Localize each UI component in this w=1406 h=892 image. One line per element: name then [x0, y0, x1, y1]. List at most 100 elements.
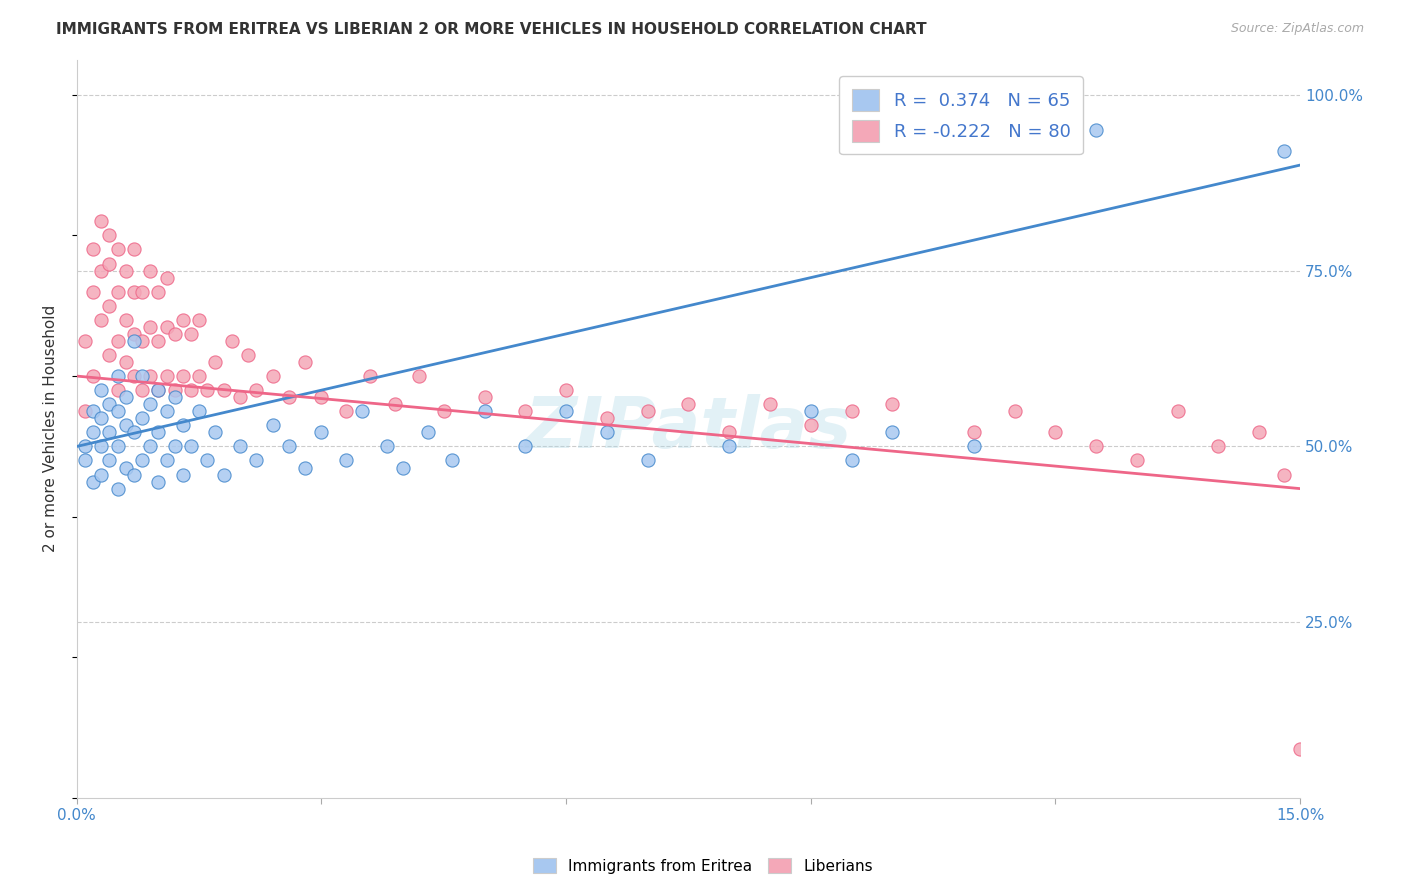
Point [148, 475, 170, 489]
Point [163, 439, 186, 453]
Point [163, 326, 186, 341]
Point [131, 334, 153, 348]
Point [311, 390, 333, 404]
Point [98, 348, 121, 362]
Point [440, 453, 463, 467]
Point [392, 460, 415, 475]
Point [131, 285, 153, 299]
Point [155, 404, 177, 418]
Point [139, 263, 162, 277]
Point [90, 313, 112, 327]
Point [963, 439, 986, 453]
Text: ZIPatlas: ZIPatlas [524, 394, 852, 463]
Point [114, 263, 136, 277]
Point [82, 425, 104, 440]
Point [180, 383, 202, 397]
Point [73, 453, 96, 467]
Point [148, 383, 170, 397]
Point [637, 404, 659, 418]
Point [188, 313, 211, 327]
Point [1085, 439, 1108, 453]
Point [188, 404, 211, 418]
Point [163, 383, 186, 397]
Point [180, 326, 202, 341]
Point [82, 475, 104, 489]
Point [114, 460, 136, 475]
Point [277, 390, 299, 404]
Point [1167, 404, 1189, 418]
Point [195, 453, 218, 467]
Point [122, 467, 145, 482]
Point [245, 453, 267, 467]
Point [678, 397, 700, 411]
Point [114, 355, 136, 369]
Point [236, 348, 259, 362]
Point [172, 467, 194, 482]
Point [139, 369, 162, 384]
Point [800, 418, 823, 433]
Point [155, 369, 177, 384]
Point [107, 383, 129, 397]
Point [718, 439, 741, 453]
Point [474, 390, 496, 404]
Point [107, 334, 129, 348]
Point [637, 453, 659, 467]
Point [352, 404, 374, 418]
Point [98, 256, 121, 270]
Point [841, 453, 863, 467]
Point [107, 439, 129, 453]
Point [139, 397, 162, 411]
Point [384, 397, 406, 411]
Point [82, 285, 104, 299]
Point [515, 404, 537, 418]
Point [107, 243, 129, 257]
Point [107, 369, 129, 384]
Point [180, 439, 202, 453]
Point [107, 404, 129, 418]
Point [416, 425, 439, 440]
Point [155, 319, 177, 334]
Point [188, 369, 211, 384]
Point [172, 369, 194, 384]
Point [114, 418, 136, 433]
Point [195, 383, 218, 397]
Point [90, 214, 112, 228]
Point [515, 439, 537, 453]
Point [718, 425, 741, 440]
Point [172, 313, 194, 327]
Point [114, 313, 136, 327]
Point [221, 334, 243, 348]
Point [433, 404, 456, 418]
Point [596, 411, 619, 425]
Point [277, 439, 299, 453]
Point [131, 383, 153, 397]
Point [229, 390, 252, 404]
Point [841, 404, 863, 418]
Point [114, 390, 136, 404]
Point [107, 482, 129, 496]
Point [148, 425, 170, 440]
Point [90, 383, 112, 397]
Point [82, 369, 104, 384]
Point [1208, 439, 1230, 453]
Point [311, 425, 333, 440]
Point [294, 460, 316, 475]
Point [98, 397, 121, 411]
Point [1004, 404, 1026, 418]
Point [73, 404, 96, 418]
Y-axis label: 2 or more Vehicles in Household: 2 or more Vehicles in Household [44, 305, 58, 552]
Point [122, 243, 145, 257]
Point [1126, 453, 1149, 467]
Point [882, 397, 904, 411]
Point [98, 228, 121, 243]
Legend: R =  0.374   N = 65, R = -0.222   N = 80: R = 0.374 N = 65, R = -0.222 N = 80 [839, 76, 1083, 154]
Point [1085, 123, 1108, 137]
Point [98, 299, 121, 313]
Point [335, 453, 357, 467]
Point [882, 425, 904, 440]
Point [294, 355, 316, 369]
Point [122, 425, 145, 440]
Point [122, 326, 145, 341]
Point [155, 270, 177, 285]
Point [1272, 467, 1295, 482]
